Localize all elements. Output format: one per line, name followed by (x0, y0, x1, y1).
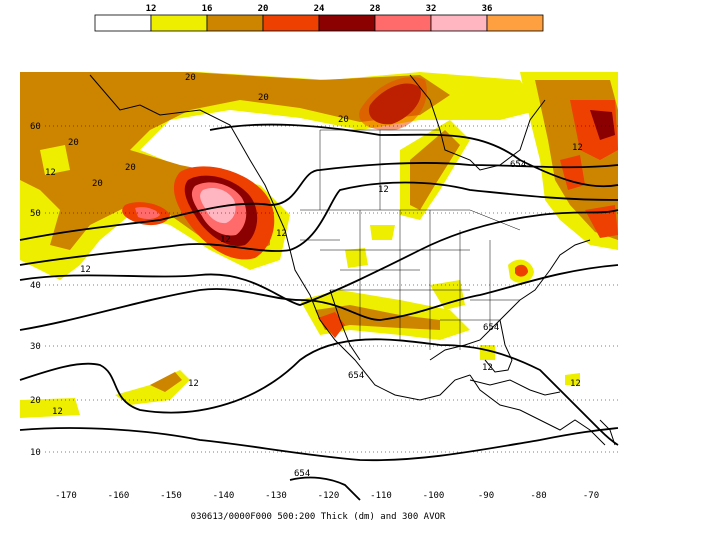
lon-tick-label: -120 (318, 491, 340, 501)
vort-label: 20 (185, 73, 196, 83)
vorticity-area-orange (315, 305, 440, 330)
vorticity-area-red (318, 312, 345, 338)
legend-label: 16 (202, 4, 213, 14)
legend-label: 20 (258, 4, 269, 14)
vorticity-area-yellow (20, 398, 80, 418)
thick-label: 654 (348, 371, 364, 381)
lon-tick-label: -160 (108, 491, 130, 501)
legend-label: 12 (146, 4, 157, 14)
lon-tick-label: -90 (478, 491, 494, 501)
lat-tick-label: 50 (30, 209, 41, 219)
lon-tick-label: -130 (265, 491, 287, 501)
thick-label: 654 (483, 323, 499, 333)
vorticity-area-orange (150, 372, 182, 392)
vort-label: 12 (220, 235, 231, 245)
weather-map: 60 50 40 30 20 10 20 20 20 20 20 20 12 12 12 … (19, 72, 619, 522)
lat-tick-label: 20 (30, 396, 41, 406)
legend-label: 32 (426, 4, 437, 14)
lon-tick-label: -110 (370, 491, 392, 501)
longitude-labels: -170 -160 -150 -140 -130 -120 -110 -100 -90 -80 -7… (55, 491, 599, 501)
vort-label: 20 (92, 179, 103, 189)
map-caption: 030613/0000F000 500:200 Thick (dm) and 3… (191, 512, 446, 522)
lat-tick-label: 30 (30, 342, 41, 352)
vorticity-area-yellow (565, 373, 580, 385)
latitude-labels: 60 50 40 30 20 10 (30, 122, 41, 458)
vort-label: 12 (572, 143, 583, 153)
vorticity-area-orange (410, 130, 460, 210)
vorticity-area-red (515, 264, 528, 277)
vort-label: 12 (276, 229, 287, 239)
lon-tick-label: -150 (160, 491, 182, 501)
lon-tick-label: -70 (583, 491, 599, 501)
legend-label: 28 (370, 4, 381, 14)
vorticity-shading (20, 72, 618, 418)
legend-swatch (486, 14, 544, 32)
legend-swatch (150, 14, 208, 32)
color-legend: 12 16 20 24 28 32 36 (94, 4, 544, 32)
vorticity-area-yellow (115, 370, 190, 405)
legend-swatch (94, 14, 152, 32)
legend-swatch (374, 14, 432, 32)
legend-label: 36 (482, 4, 493, 14)
legend-label: 24 (314, 4, 325, 14)
thickness-labels: 654 654 654 654 (294, 160, 526, 479)
vorticity-area-darkred (590, 110, 615, 140)
vorticity-area-yellow (345, 248, 368, 268)
vort-label: 20 (338, 115, 349, 125)
lat-tick-label: 10 (30, 448, 41, 458)
lat-tick-label: 40 (30, 281, 41, 291)
legend-swatch (430, 14, 488, 32)
vorticity-area-red (560, 155, 585, 190)
lon-tick-label: -80 (530, 491, 546, 501)
vorticity-area-red (359, 77, 427, 131)
vorticity-area-yellow (370, 225, 395, 240)
lat-tick-label: 60 (30, 122, 41, 132)
vort-label: 12 (80, 265, 91, 275)
vort-label: 12 (570, 379, 581, 389)
lon-tick-label: -100 (423, 491, 445, 501)
lon-tick-label: -140 (213, 491, 235, 501)
legend-swatch (206, 14, 264, 32)
lon-tick-label: -170 (55, 491, 77, 501)
vorticity-area-orange (20, 72, 450, 258)
vort-label: 20 (125, 163, 136, 173)
vort-label: 12 (52, 407, 63, 417)
vorticity-area-yellow (40, 145, 70, 175)
thick-label: 654 (510, 160, 526, 170)
legend-swatch (318, 14, 376, 32)
thickness-contours (19, 123, 619, 501)
vorticity-area-pink (135, 207, 160, 220)
vort-label: 20 (258, 93, 269, 103)
vort-label: 12 (188, 379, 199, 389)
vorticity-area-yellow (430, 280, 465, 310)
thick-label: 654 (294, 469, 310, 479)
vort-label: 20 (68, 138, 79, 148)
legend-swatch (262, 14, 320, 32)
vort-label: 12 (482, 363, 493, 373)
vorticity-area-lightpink (200, 188, 236, 224)
vort-label: 12 (45, 168, 56, 178)
vorticity-labels: 20 20 20 20 20 20 12 12 12 12 12 12 12 1… (45, 73, 583, 417)
vort-label: 12 (378, 185, 389, 195)
